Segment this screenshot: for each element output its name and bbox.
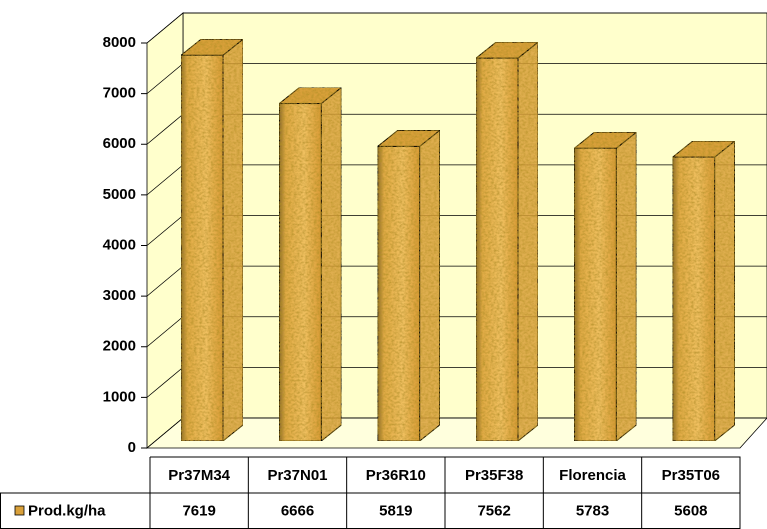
bar-side	[420, 130, 440, 441]
legend-label: Prod.kg/ha	[28, 503, 106, 520]
y-tick-label: 6000	[103, 135, 136, 152]
value-label: 5819	[379, 503, 412, 520]
data-table: Pr37M34 7619 Pr37N01 6666 Pr36R10 5819 Pr35F38…	[1, 457, 741, 529]
y-tick-label: 8000	[103, 34, 136, 51]
y-tick-label: 3000	[103, 287, 136, 304]
value-label: 5608	[674, 503, 707, 520]
bar	[476, 58, 518, 441]
bar-side	[321, 88, 341, 441]
category-label: Pr36R10	[366, 467, 426, 484]
bar-side	[518, 42, 538, 441]
y-tick-label: 2000	[103, 338, 136, 355]
category-label: Florencia	[559, 467, 626, 484]
category-label: Pr37M34	[168, 467, 230, 484]
bar	[181, 55, 223, 441]
bar-side	[616, 132, 636, 441]
legend-swatch	[15, 506, 24, 515]
value-label: 6666	[281, 503, 314, 520]
category-label: Pr37N01	[267, 467, 327, 484]
bar-side	[223, 39, 243, 441]
y-tick-label: 5000	[103, 186, 136, 203]
y-tick-label: 7000	[103, 85, 136, 102]
bar	[673, 157, 715, 441]
bar	[378, 146, 420, 441]
category-label: Pr35F38	[465, 467, 523, 484]
value-label: 5783	[576, 503, 609, 520]
value-label: 7562	[477, 503, 510, 520]
y-tick-label: 0	[128, 439, 136, 456]
chart: 0 1000 2000 3000 4000 5000 6000 7000 8000 Pr37M3…	[0, 0, 767, 529]
y-tick-label: 1000	[103, 388, 136, 405]
y-tick-label: 4000	[103, 236, 136, 253]
bar-side	[715, 141, 735, 441]
bar	[279, 104, 321, 441]
category-label: Pr35T06	[662, 467, 720, 484]
value-label: 7619	[182, 503, 215, 520]
bar	[574, 148, 616, 441]
